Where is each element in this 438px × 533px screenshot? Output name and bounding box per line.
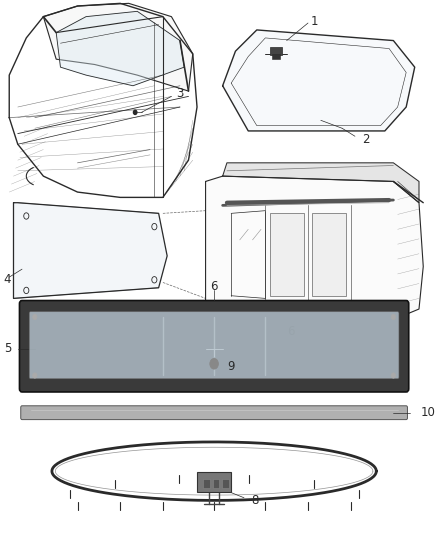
Circle shape xyxy=(391,314,396,320)
Text: 4: 4 xyxy=(4,273,11,286)
Polygon shape xyxy=(43,3,193,91)
Text: 10: 10 xyxy=(421,406,436,419)
Polygon shape xyxy=(56,11,184,86)
FancyBboxPatch shape xyxy=(19,301,409,392)
Circle shape xyxy=(33,314,37,320)
Text: 2: 2 xyxy=(362,133,369,147)
Text: 6: 6 xyxy=(210,280,218,293)
Bar xyxy=(312,213,346,296)
Polygon shape xyxy=(223,30,415,131)
Text: 5: 5 xyxy=(4,342,11,356)
Circle shape xyxy=(33,373,37,378)
Circle shape xyxy=(134,110,137,115)
Polygon shape xyxy=(205,176,423,330)
Bar xyxy=(272,54,280,59)
Text: 3: 3 xyxy=(176,87,184,100)
Polygon shape xyxy=(14,203,167,298)
Bar xyxy=(222,479,229,488)
Circle shape xyxy=(210,359,219,369)
Polygon shape xyxy=(223,163,419,203)
Text: 9: 9 xyxy=(227,360,235,373)
Text: 6: 6 xyxy=(287,325,295,338)
Text: 1: 1 xyxy=(311,15,318,28)
Bar xyxy=(203,479,210,488)
Bar xyxy=(270,47,283,55)
Bar xyxy=(213,479,219,488)
Bar xyxy=(197,472,231,492)
Text: 8: 8 xyxy=(251,494,258,507)
FancyBboxPatch shape xyxy=(21,406,407,419)
Circle shape xyxy=(391,373,396,378)
Bar xyxy=(270,213,304,296)
FancyBboxPatch shape xyxy=(29,312,399,378)
